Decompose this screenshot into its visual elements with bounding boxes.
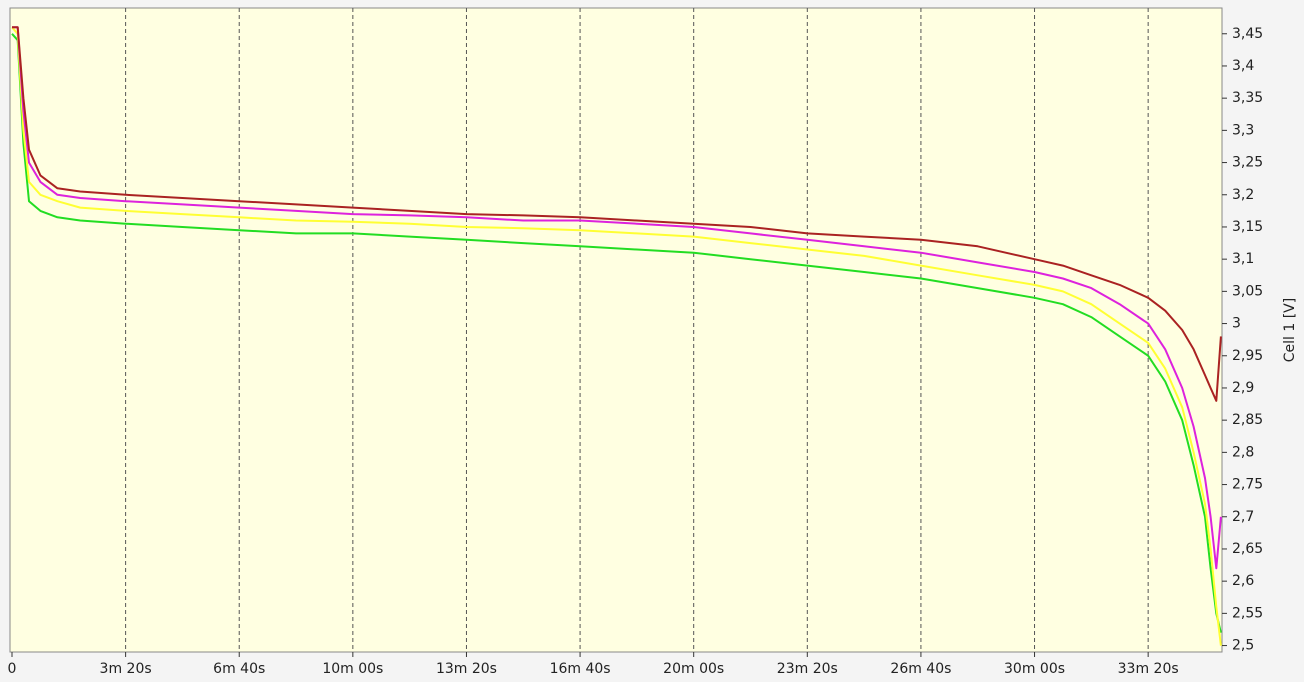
x-tick-label: 33m 20s [1118, 661, 1179, 677]
y-tick-label: 3,4 [1232, 58, 1254, 74]
y-tick-label: 2,85 [1232, 412, 1263, 428]
x-tick-label: 16m 40s [550, 661, 611, 677]
y-tick-label: 2,9 [1232, 380, 1254, 396]
plot-area [9, 7, 1223, 653]
x-tick-label: 30m 00s [1004, 661, 1065, 677]
y-tick-label: 2,7 [1232, 509, 1254, 525]
series-line [11, 26, 1222, 646]
x-tick-label: 13m 20s [436, 661, 497, 677]
y-tick-label: 2,75 [1232, 477, 1263, 493]
x-tick-label: 23m 20s [777, 661, 838, 677]
y-tick-label: 3,2 [1232, 187, 1254, 203]
y-tick-label: 3,35 [1232, 90, 1263, 106]
y-tick-label: 3,3 [1232, 122, 1254, 138]
y-tick-label: 2,5 [1232, 638, 1254, 654]
y-tick-label: 3,25 [1232, 155, 1263, 171]
series-line [11, 33, 1222, 633]
series-line [12, 26, 1222, 570]
y-tick-label: 2,95 [1232, 348, 1263, 364]
y-tick-label: 3,45 [1232, 26, 1263, 42]
x-tick-label: 20m 00s [663, 661, 724, 677]
y-tick-label: 3,15 [1232, 219, 1263, 235]
y-tick-label: 2,65 [1232, 541, 1263, 557]
y-tick-label: 2,8 [1232, 444, 1254, 460]
x-tick-label: 10m 00s [322, 661, 383, 677]
y-tick-label: 3,05 [1232, 283, 1263, 299]
y-tick-label: 2,6 [1232, 573, 1254, 589]
y-tick-label: 3 [1232, 316, 1241, 332]
x-tick-label: 3m 20s [100, 661, 152, 677]
x-tick-label: 6m 40s [213, 661, 265, 677]
y-axis-label: Cell 1 [V] [1282, 298, 1298, 362]
x-tick-label: 26m 40s [890, 661, 951, 677]
series-line [12, 26, 1222, 402]
y-tick-label: 3,1 [1232, 251, 1254, 267]
x-tick-label: 0 [8, 661, 17, 677]
y-tick-label: 2,55 [1232, 605, 1263, 621]
